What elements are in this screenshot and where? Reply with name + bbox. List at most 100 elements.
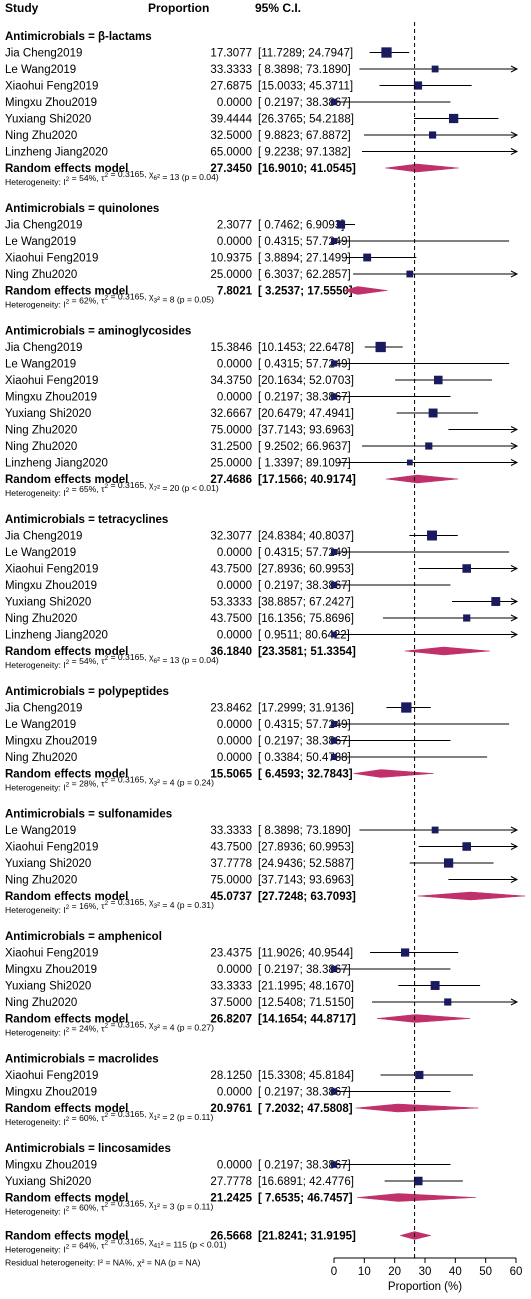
study-ci: [ 0.7462; 6.9093] [258,220,344,232]
heterogeneity-part: 2 [66,1116,70,1123]
heterogeneity-part: ² = 4 (p = 0.31) [157,900,214,910]
heterogeneity-part: I [63,177,65,187]
study-square [330,720,338,728]
group-title: Antimicrobials = sulfonamides [5,809,172,821]
summary-estimate: 36.1840 [210,646,252,658]
summary-diamond [357,1193,476,1202]
summary-ci: [27.7248; 63.7093] [258,891,356,903]
heterogeneity-part: 2 [104,1023,108,1030]
study-ci: [ 8.3898; 73.1890] [258,64,351,76]
study-estimate: 32.6667 [210,408,252,420]
heterogeneity-part: ² = 20 (p < 0.01) [157,483,219,493]
heterogeneity-part: 41 [153,1243,161,1250]
study-name: Xiaohui Feng2019 [5,253,98,265]
heterogeneity-part: Heterogeneity: [5,1028,63,1038]
study-name: Mingxu Zhou2019 [5,392,97,404]
study-ci: [38.8857; 67.2427] [258,597,354,609]
study-estimate: 0.0000 [217,1160,252,1172]
heterogeneity-part: = 24%, τ [69,1024,105,1034]
summary-estimate: 27.3450 [210,163,252,175]
study-square [330,237,338,245]
study-ci: [ 0.2197; 38.3867] [258,1087,351,1099]
group-heterogeneity: Heterogeneity: I2 = 54%, τ2 = 0.3165, χ6… [5,169,219,187]
header-proportion: Proportion [148,1,209,15]
study-ci: [ 0.4315; 57.7249] [258,719,351,731]
study-estimate: 23.4375 [210,948,252,960]
heterogeneity-part: Heterogeneity: [5,905,63,915]
study-ci: [ 0.9511; 80.6422] [258,630,350,642]
study-name: Le Wang2019 [5,64,76,76]
study-name: Le Wang2019 [5,236,76,248]
summary-estimate: 26.8207 [210,1014,252,1026]
heterogeneity-part: I [63,1207,65,1217]
study-name: Yuxiang Shi2020 [5,408,91,420]
study-square [401,702,412,713]
study-name: Mingxu Zhou2019 [5,1087,97,1099]
study-ci: [27.8936; 60.9953] [258,842,354,854]
heterogeneity-part: = 0.3165, χ [108,169,154,179]
study-ci: [16.6891; 42.4776] [258,1176,354,1188]
study-name: Le Wang2019 [5,825,76,837]
heterogeneity-part: = 62%, τ [69,296,105,306]
heterogeneity-part: 2 [104,655,108,662]
study-name: Jia Cheng2019 [5,342,82,354]
overall-label: Random effects model [5,1231,128,1243]
study-name: Mingxu Zhou2019 [5,736,97,748]
heterogeneity-part: I [63,783,65,793]
residual-heterogeneity: Residual heterogeneity: I² = NA%, χ² = N… [5,1258,200,1268]
study-name: Le Wang2019 [5,719,76,731]
heterogeneity-part: Heterogeneity: [5,1245,63,1255]
summary-label: Random effects model [5,769,128,781]
x-axis-label: Proportion (%) [388,1281,462,1293]
study-estimate: 32.3077 [210,531,252,543]
study-square [363,253,372,262]
study-name: Ning Zhu2020 [5,441,77,453]
study-name: Xiaohui Feng2019 [5,375,98,387]
study-ci: [ 9.2502; 66.9637] [258,441,351,453]
summary-estimate: 15.5065 [210,769,252,781]
study-name: Jia Cheng2019 [5,48,82,60]
study-estimate: 0.0000 [217,547,252,559]
summary-diamond [342,286,388,295]
group-heterogeneity: Heterogeneity: I2 = 54%, τ2 = 0.3165, χ6… [5,652,219,670]
study-name: Yuxiang Shi2020 [5,981,91,993]
study-name: Linzheng Jiang2020 [5,458,108,470]
overall-heterogeneity: Heterogeneity: I2 = 64%, τ2 = 0.3165, χ4… [5,1237,227,1255]
study-square [330,965,338,973]
study-estimate: 2.3077 [217,220,252,232]
heterogeneity-part: 2 [66,659,70,666]
overall-estimate: 26.5668 [210,1231,252,1243]
x-tick-label: 0 [331,1266,337,1278]
study-ci: [12.5408; 71.5150] [258,997,354,1009]
study-ci-line-arrow [510,876,519,883]
summary-diamond [376,1014,471,1023]
study-estimate: 0.0000 [217,392,252,404]
study-square [330,393,338,400]
study-name: Jia Cheng2019 [5,220,82,232]
group-title: Antimicrobials = amphenicol [5,931,162,943]
summary-estimate: 20.9761 [210,1103,252,1115]
heterogeneity-part: Heterogeneity: [5,783,63,793]
study-ci: [37.7143; 93.6963] [258,875,354,887]
study-ci: [15.0033; 45.3711] [258,81,353,93]
study-estimate: 25.0000 [210,269,252,281]
study-estimate: 0.0000 [217,736,252,748]
heterogeneity-part: ² = 8 (p = 0.05) [157,295,214,305]
study-square [431,65,439,73]
overall-diamond [399,1231,431,1240]
study-name: Le Wang2019 [5,359,76,371]
header-study: Study [5,1,39,15]
group-heterogeneity: Heterogeneity: I2 = 62%, τ2 = 0.3165, χ3… [5,292,214,310]
heterogeneity-part: I [63,300,65,310]
study-ci: [26.3765; 54.2188] [258,114,354,126]
study-ci: [ 0.2197; 38.3867] [258,964,351,976]
study-estimate: 0.0000 [217,964,252,976]
heterogeneity-part: = 0.3165, χ [108,292,154,302]
summary-label: Random effects model [5,1103,128,1115]
study-estimate: 23.8462 [210,703,252,715]
study-name: Le Wang2019 [5,547,76,559]
heterogeneity-part: 1 [153,1115,157,1122]
study-ci: [ 0.4315; 57.7249] [258,359,351,371]
study-ci: [ 0.2197; 38.3867] [258,580,351,592]
